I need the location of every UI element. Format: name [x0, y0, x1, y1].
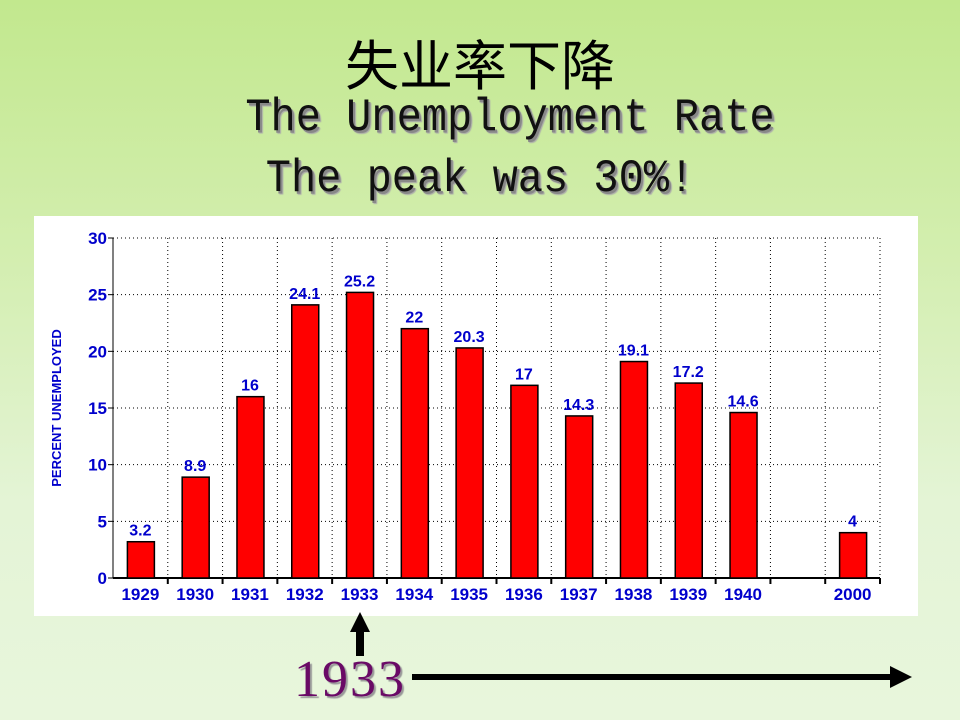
x-tick-label: 1935: [450, 585, 488, 604]
bar-1930: [181, 476, 210, 579]
data-label: 3.2: [129, 523, 151, 540]
bar-1935: [455, 347, 484, 579]
data-label: 22: [405, 310, 423, 327]
y-tick-label: 15: [88, 399, 107, 418]
x-tick-label: 1938: [615, 585, 653, 604]
y-axis-label: PERCENT UNEMPLOYED: [49, 329, 64, 486]
x-tick-label: 1937: [560, 585, 598, 604]
data-label: 17: [515, 366, 533, 383]
data-label: 8.9: [184, 458, 206, 475]
y-tick-label: 20: [88, 342, 107, 361]
year-annotation: 1933: [294, 651, 406, 708]
right-arrow-icon: [412, 666, 912, 688]
y-tick-label: 10: [88, 456, 107, 475]
x-tick-label: 1934: [395, 585, 433, 604]
bar-1934: [400, 327, 430, 579]
data-label: 14.3: [563, 397, 594, 414]
y-tick-label: 30: [88, 229, 107, 248]
x-tick-label: 1931: [231, 585, 269, 604]
up-arrow-icon: [350, 612, 370, 656]
x-tick-label: 2000: [834, 585, 872, 604]
bar-1938: [619, 360, 649, 579]
data-label: 19.1: [618, 343, 649, 360]
bar-1932: [291, 304, 320, 579]
bar-1933: [345, 291, 375, 579]
data-label: 20.3: [454, 329, 485, 346]
data-label: 17.2: [673, 364, 704, 381]
x-tick-label: 1940: [724, 585, 762, 604]
title-english: The Unemployment Rate: [245, 91, 775, 145]
title-chinese: 失业率下降: [345, 35, 615, 98]
bar-1939: [674, 382, 703, 579]
bar-2000: [838, 531, 868, 579]
x-tick-label: 1939: [669, 585, 707, 604]
chart: 0 5 10 15 20 25 30 3.2 1929 8.9 1930 16 1931 24.1 1932…: [34, 216, 918, 616]
x-tick-label: 1930: [176, 585, 214, 604]
data-label: 4: [848, 514, 857, 531]
subtitle: The peak was 30%!: [265, 152, 695, 206]
bar-1940: [729, 411, 758, 579]
bar-1937: [564, 415, 594, 579]
bar-1931: [236, 395, 265, 579]
data-label: 16: [241, 378, 259, 395]
data-label: 14.6: [727, 394, 758, 411]
x-tick-label: 1929: [121, 585, 159, 604]
data-label: 24.1: [289, 286, 320, 303]
bar-1929: [126, 540, 156, 579]
y-tick-label: 0: [98, 569, 107, 588]
data-label: 25.2: [344, 273, 375, 290]
x-tick-label: 1936: [505, 585, 543, 604]
y-tick-label: 25: [88, 286, 107, 305]
x-tick-label: 1932: [286, 585, 324, 604]
x-tick-label: 1933: [341, 585, 379, 604]
bar-chart-svg: 0 5 10 15 20 25 30 3.2 1929 8.9 1930 16 1931 24.1 1932…: [49, 229, 881, 604]
y-tick-label: 5: [98, 512, 107, 531]
bar-1936: [510, 384, 539, 579]
